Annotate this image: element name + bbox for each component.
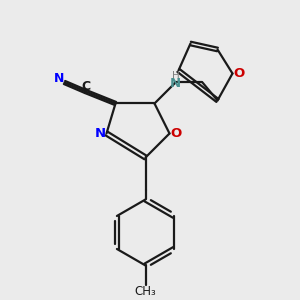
Text: O: O: [233, 67, 245, 80]
Text: CH₃: CH₃: [135, 285, 156, 298]
Text: C: C: [81, 80, 90, 93]
Text: N: N: [94, 127, 106, 140]
Text: H: H: [172, 71, 179, 82]
Text: N: N: [54, 72, 64, 86]
Text: O: O: [170, 127, 182, 140]
Text: N: N: [170, 77, 181, 91]
